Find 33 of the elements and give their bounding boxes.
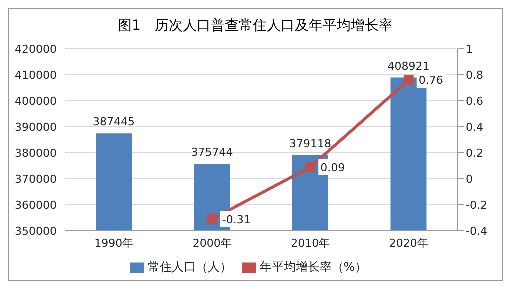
- point: [404, 75, 414, 86]
- data-label: 0.76: [418, 74, 444, 88]
- y2-tick-label: 0.2: [466, 146, 484, 160]
- y2-tick-label: 0: [466, 172, 473, 186]
- y-tick-label: 400000: [15, 94, 57, 108]
- y2-tick-label: -0.4: [466, 224, 488, 238]
- legend-label: 常住人口（人）: [148, 260, 232, 274]
- y2-tick-label: -0.2: [466, 198, 488, 212]
- x-tick-label: 2010年: [291, 236, 330, 250]
- y2-tick-label: 0.6: [466, 94, 484, 108]
- point: [306, 162, 316, 172]
- y2-tick-label: 1: [466, 42, 473, 56]
- y2-tick-label: 0.4: [466, 120, 484, 134]
- y-tick-label: 360000: [15, 198, 57, 212]
- data-label: 408921: [388, 60, 430, 73]
- x-tick-label: 2020年: [389, 236, 428, 250]
- y-tick-label: 370000: [15, 172, 57, 186]
- data-label: 0.09: [320, 161, 346, 174]
- y-tick-label: 420000: [15, 42, 57, 56]
- data-label: 379118: [290, 137, 332, 150]
- data-label: 387445: [93, 116, 135, 129]
- y-tick-label: 390000: [15, 120, 57, 134]
- data-label: -0.31: [222, 213, 251, 226]
- y-tick-label: 350000: [15, 224, 57, 238]
- data-label: 375744: [191, 146, 234, 160]
- legend-label: 年平均增长率（%）: [260, 260, 368, 274]
- y-tick-label: 380000: [15, 146, 57, 160]
- point: [207, 214, 218, 224]
- chart-title: 图1 历次人口普查常住人口及年平均增长率: [117, 17, 394, 36]
- x-tick-label: 1990年: [94, 236, 134, 250]
- x-tick-label: 2000年: [192, 236, 232, 250]
- y-tick-label: 410000: [15, 68, 57, 82]
- y2-tick-label: 0.8: [466, 68, 484, 82]
